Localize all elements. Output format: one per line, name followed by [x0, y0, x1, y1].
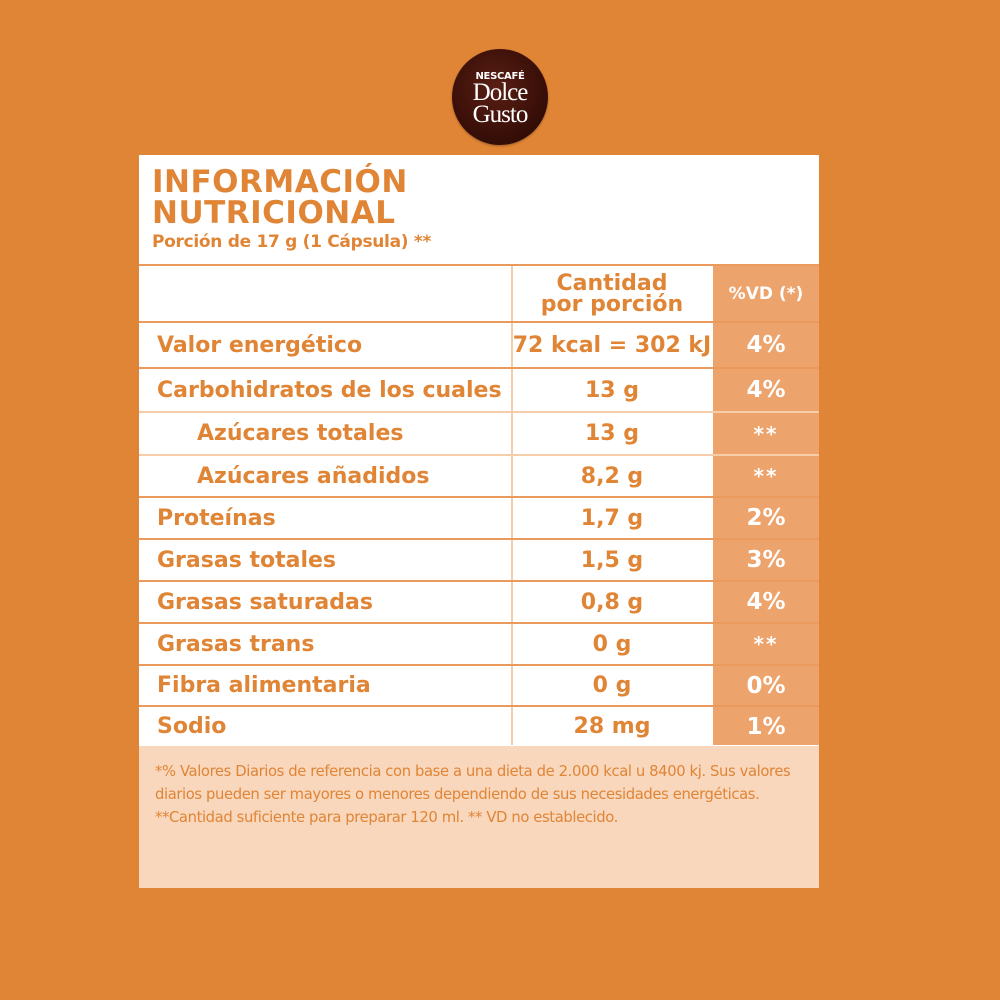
serving-size: Porción de 17 g (1 Cápsula) ** [152, 232, 432, 252]
divider-row-5 [139, 538, 819, 540]
nutrient-amount: 72 kcal = 302 kJ [512, 332, 712, 358]
table-row: Proteínas 1,7 g 2% [139, 498, 819, 538]
amount-column-header: Cantidad por porción [511, 266, 713, 321]
nutrient-name: Azúcares totales [197, 421, 404, 446]
divider-row-8 [139, 664, 819, 666]
nutrient-dv: 4% [746, 589, 786, 615]
nutrient-amount: 8,2 g [580, 463, 644, 489]
nutrient-name: Grasas saturadas [157, 589, 373, 615]
table-row: Carbohidratos de los cuales 13 g 4% [139, 369, 819, 411]
nutrient-name: Grasas totales [157, 547, 336, 573]
nutrient-amount: 0,8 g [580, 589, 644, 615]
nutrient-name: Fibra alimentaria [157, 673, 371, 698]
divider-row-4 [139, 496, 819, 498]
table-row: Sodio 28 mg 1% [139, 707, 819, 746]
nutrient-amount: 13 g [584, 421, 640, 446]
amount-header-line-1: Cantidad [556, 270, 668, 296]
divider-row-3 [139, 454, 819, 456]
table-row: Grasas saturadas 0,8 g 4% [139, 582, 819, 622]
footnote-box: *% Valores Diarios de referencia con bas… [139, 746, 819, 888]
divider-row-1 [139, 367, 819, 369]
column-divider-1 [511, 265, 513, 745]
logo-brand: NESCAFÉ [475, 71, 525, 82]
nutrient-dv: 4% [746, 332, 786, 358]
table-row: Fibra alimentaria 0 g 0% [139, 666, 819, 705]
nutrient-dv: ** [753, 632, 779, 656]
nutrient-dv: 2% [746, 505, 786, 531]
nutrient-name: Valor energético [157, 332, 363, 358]
table-row: Azúcares totales 13 g ** [139, 413, 819, 454]
nutrient-amount: 1,7 g [580, 505, 644, 531]
nutrient-dv: 1% [746, 713, 786, 740]
nutrient-dv: 4% [746, 377, 786, 403]
divider-row-0 [139, 321, 819, 323]
table-row: Valor energético 72 kcal = 302 kJ 4% [139, 323, 819, 367]
nutrient-dv: ** [753, 421, 779, 446]
divider-header [139, 264, 819, 266]
dv-column-header: %VD (*) [713, 266, 819, 321]
table-row: Grasas trans 0 g ** [139, 624, 819, 664]
nutrient-amount: 0 g [592, 673, 632, 698]
dv-header-label: %VD (*) [728, 283, 804, 304]
table-row: Grasas totales 1,5 g 3% [139, 540, 819, 580]
nutrient-name: Azúcares añadidos [197, 463, 430, 489]
amount-header-line-2: por porción [540, 291, 684, 317]
nutrient-name: Grasas trans [157, 631, 315, 657]
divider-row-7 [139, 622, 819, 624]
nutrient-name: Sodio [157, 714, 227, 739]
table-row: Azúcares añadidos 8,2 g ** [139, 456, 819, 496]
nutrient-dv: ** [753, 464, 779, 488]
nescafe-dolce-gusto-logo: NESCAFÉ Dolce Gusto [452, 49, 548, 145]
divider-row-2 [139, 411, 819, 413]
footnote-text: *% Valores Diarios de referencia con bas… [155, 763, 791, 826]
logo-line-2: Gusto [472, 101, 529, 128]
title-line-2: NUTRICIONAL [152, 195, 396, 231]
title-line-1: INFORMACIÓN [152, 164, 408, 200]
nutrient-name: Carbohidratos de los cuales [157, 377, 502, 403]
nutrient-amount: 28 mg [573, 714, 651, 739]
nutrient-amount: 0 g [592, 631, 632, 657]
divider-row-6 [139, 580, 819, 582]
logo-line-1: Dolce [472, 79, 529, 106]
nutrient-dv: 0% [746, 672, 786, 699]
nutrient-dv: 3% [746, 547, 786, 573]
divider-row-9 [139, 705, 819, 707]
nutrient-name: Proteínas [157, 505, 276, 531]
nutrient-amount: 13 g [584, 377, 640, 403]
nutrition-facts-panel: INFORMACIÓN NUTRICIONAL Porción de 17 g … [139, 155, 819, 888]
panel-title: INFORMACIÓN NUTRICIONAL [152, 167, 408, 229]
column-header-row: Cantidad por porción %VD (*) [139, 266, 819, 321]
nutrient-amount: 1,5 g [580, 547, 644, 573]
